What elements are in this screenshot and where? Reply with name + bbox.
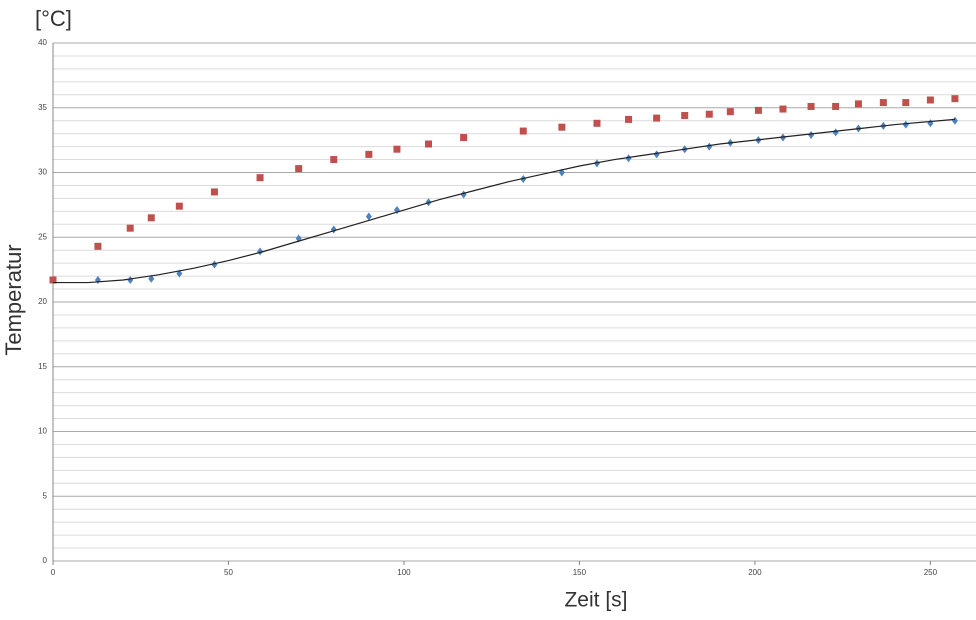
- point: [365, 212, 372, 221]
- y-tick-label: 15: [38, 362, 47, 371]
- y-tick-label: 35: [38, 103, 47, 112]
- point: [393, 145, 401, 153]
- point: [148, 274, 155, 283]
- point: [94, 275, 101, 284]
- x-axis-label: Zeit [s]: [564, 589, 627, 612]
- point: [519, 127, 527, 135]
- y-unit: [°C]: [35, 6, 72, 31]
- point: [625, 115, 633, 123]
- point: [653, 114, 661, 122]
- point: [926, 96, 934, 104]
- point: [754, 106, 762, 114]
- point: [832, 102, 840, 110]
- x-tick-label: 250: [924, 568, 938, 577]
- x-tick-label: 200: [748, 568, 762, 577]
- point: [365, 150, 373, 158]
- point: [295, 165, 303, 173]
- point: [625, 154, 632, 163]
- point: [94, 242, 102, 250]
- point: [460, 190, 467, 199]
- x-tick-label: 50: [224, 568, 233, 577]
- point: [175, 202, 183, 210]
- point: [127, 275, 134, 284]
- point: [951, 116, 958, 125]
- point: [210, 188, 218, 196]
- point: [706, 142, 713, 151]
- point: [808, 130, 815, 139]
- point: [681, 112, 689, 120]
- point: [832, 128, 839, 137]
- point: [705, 110, 713, 118]
- point: [460, 134, 468, 142]
- point: [779, 105, 787, 113]
- point: [951, 95, 959, 103]
- y-tick-label: 0: [43, 556, 48, 565]
- point: [653, 150, 660, 159]
- point: [902, 120, 909, 129]
- y-tick-label: 40: [38, 38, 47, 47]
- y-tick-label: 20: [38, 297, 47, 306]
- point: [854, 100, 862, 108]
- y-tick-label: 5: [43, 491, 48, 500]
- point: [147, 214, 155, 222]
- point: [330, 225, 337, 234]
- point: [807, 102, 815, 110]
- point: [726, 108, 734, 116]
- trend-line: [53, 118, 955, 284]
- x-tick-label: 100: [397, 568, 411, 577]
- point: [211, 260, 218, 269]
- point: [593, 159, 600, 168]
- x-tick-label: 150: [573, 568, 587, 577]
- x-tick-label: 0: [51, 568, 56, 577]
- y-tick-label: 25: [38, 232, 47, 241]
- point: [425, 140, 433, 148]
- y-tick-label: 30: [38, 168, 47, 177]
- point: [256, 174, 264, 182]
- y-axis-label: Temperatur: [1, 244, 26, 355]
- y-tick-label: 10: [38, 427, 47, 436]
- point: [49, 276, 57, 284]
- point: [593, 119, 601, 127]
- point: [558, 123, 566, 131]
- point: [126, 224, 134, 232]
- point: [330, 156, 338, 164]
- point: [902, 99, 910, 107]
- point: [257, 247, 264, 256]
- point: [879, 99, 887, 107]
